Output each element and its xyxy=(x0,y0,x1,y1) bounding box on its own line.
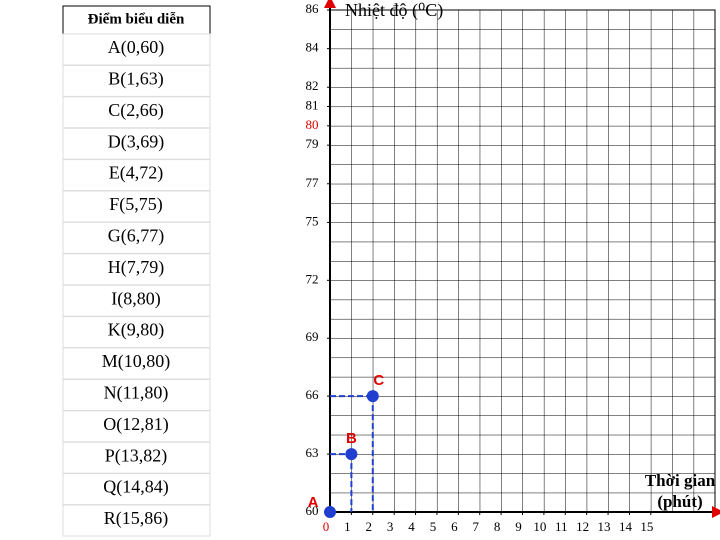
table-row: A(0,60) xyxy=(108,37,165,58)
y-tick-label: 86 xyxy=(306,1,320,16)
x-tick-label: 3 xyxy=(387,519,394,534)
y-tick-label: 63 xyxy=(306,445,319,460)
x-tick-label: 4 xyxy=(408,519,415,534)
y-tick-label: 82 xyxy=(306,78,319,93)
x-tick-label: 0 xyxy=(323,519,330,534)
table-row: Q(14,84) xyxy=(103,477,169,498)
y-tick-label: 80 xyxy=(306,117,319,132)
x-tick-label: 13 xyxy=(598,519,611,534)
table-row: B(1,63) xyxy=(108,69,164,90)
table-row: G(6,77) xyxy=(108,226,165,247)
x-tick-label: 1 xyxy=(344,519,351,534)
table-row: H(7,79) xyxy=(108,257,165,278)
table-row: D(3,69) xyxy=(108,131,165,152)
point-label: B xyxy=(346,430,357,447)
y-tick-label: 66 xyxy=(306,387,320,402)
x-tick-label: 14 xyxy=(619,519,633,534)
x-tick-label: 10 xyxy=(533,519,546,534)
table-row: F(5,75) xyxy=(109,194,163,215)
table-cell xyxy=(62,504,211,537)
y-tick-label: 69 xyxy=(306,329,319,344)
x-tick-label: 12 xyxy=(576,519,589,534)
table-row: K(9,80) xyxy=(108,320,165,341)
x-tick-label: 6 xyxy=(451,519,458,534)
x-tick-label: 7 xyxy=(472,519,479,534)
x-tick-label: 8 xyxy=(494,519,501,534)
x-axis-label: Thời gian (phút) xyxy=(644,471,716,511)
x-tick-label: 11 xyxy=(555,519,568,534)
table-row: O(12,81) xyxy=(103,414,169,435)
table-row: P(13,82) xyxy=(105,445,168,466)
y-axis-label: Nhiệt độ (⁰C) xyxy=(345,0,443,21)
y-tick-label: 77 xyxy=(306,175,320,190)
point xyxy=(366,390,379,403)
x-tick-label: 9 xyxy=(515,519,522,534)
table-row: M(10,80) xyxy=(102,351,171,372)
point-label: A xyxy=(308,494,319,511)
table-row: E(4,72) xyxy=(109,163,163,184)
x-tick-label: 5 xyxy=(430,519,437,534)
y-tick-label: 72 xyxy=(306,271,319,286)
table-row: I(8,80) xyxy=(111,288,160,309)
x-tick-label: 15 xyxy=(640,519,653,534)
y-tick-label: 79 xyxy=(306,136,319,151)
point-label: C xyxy=(373,372,384,389)
table-header: Điểm biểu diễn xyxy=(88,11,185,27)
point xyxy=(324,506,336,518)
y-tick-label: 84 xyxy=(306,40,320,55)
point xyxy=(345,448,358,461)
y-tick-label: 75 xyxy=(306,213,319,228)
y-tick-label: 81 xyxy=(306,98,319,113)
x-tick-label: 2 xyxy=(366,519,373,534)
table-row: R(15,86) xyxy=(104,508,169,529)
table-row: C(2,66) xyxy=(108,100,164,121)
grid xyxy=(329,9,716,513)
y-tick-label: 60 xyxy=(306,503,319,518)
table-row: N(11,80) xyxy=(104,383,169,404)
